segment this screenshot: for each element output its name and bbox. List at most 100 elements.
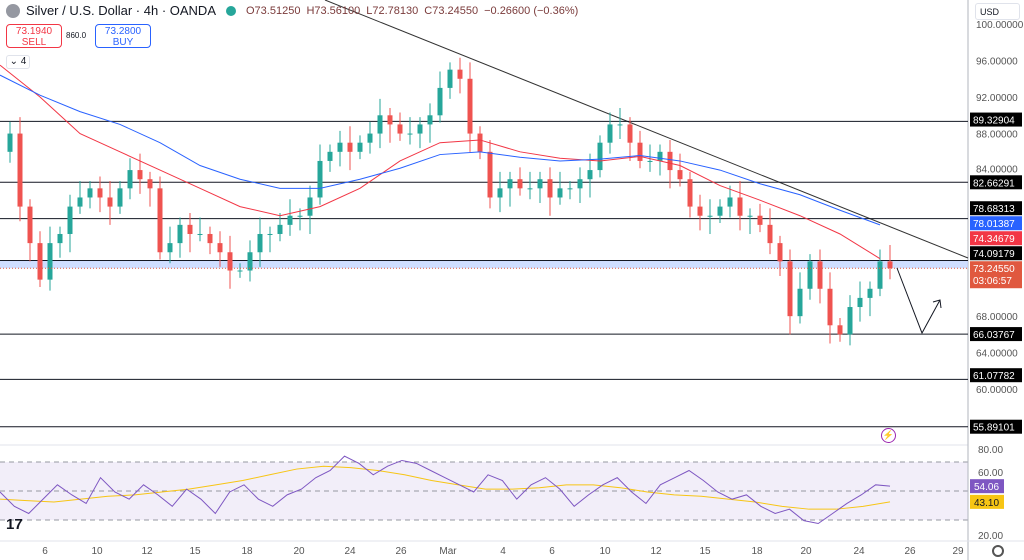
candle — [787, 261, 793, 317]
candle — [207, 233, 213, 244]
candle — [37, 243, 43, 280]
candle — [557, 188, 563, 198]
ma-slow-label-bg — [970, 216, 1022, 231]
collapse-indicators-button[interactable]: ⌄ 4 — [6, 55, 30, 69]
time-tick: Mar — [439, 546, 457, 557]
candle — [317, 160, 323, 198]
candle — [777, 243, 783, 262]
settings-icon[interactable] — [992, 545, 1004, 557]
candle — [527, 188, 533, 190]
candle — [217, 243, 223, 253]
candle — [307, 197, 313, 216]
candle — [767, 224, 773, 244]
candle — [867, 288, 873, 298]
rsi-tick: 20.00 — [978, 531, 1003, 542]
candle — [797, 288, 803, 317]
candle — [387, 115, 393, 125]
time-tick: 12 — [650, 546, 662, 557]
candle — [677, 170, 683, 180]
symbol-title[interactable]: Silver / U.S. Dollar · 4h · OANDA — [26, 3, 216, 18]
candle — [507, 179, 513, 189]
tradingview-logo-icon: 17 — [6, 516, 23, 533]
ma-fast-label: 74.34679 — [973, 234, 1015, 245]
candle — [447, 69, 453, 88]
time-tick: 6 — [549, 546, 555, 557]
candle — [117, 188, 123, 207]
sell-label: SELL — [21, 37, 47, 48]
candle — [417, 124, 423, 134]
level-label: 66.03767 — [973, 330, 1015, 341]
level-label-bg — [970, 112, 1022, 127]
sell-button[interactable]: 73.1940 SELL — [6, 24, 62, 48]
support-zone — [0, 260, 968, 269]
candle — [287, 215, 293, 225]
ma-slow-label: 78.01387 — [973, 219, 1015, 230]
level-label: 78.68313 — [973, 204, 1015, 215]
candle — [127, 170, 133, 189]
buy-button[interactable]: 73.2800 BUY — [95, 24, 151, 48]
price-tick: 96.00000 — [976, 57, 1018, 68]
candle — [267, 233, 273, 235]
buy-label: BUY — [112, 37, 134, 48]
candle — [407, 133, 413, 135]
currency-select[interactable]: USD — [975, 3, 1020, 20]
candle — [537, 179, 543, 189]
candle — [877, 261, 883, 289]
rsi-tick: 80.00 — [978, 445, 1003, 456]
candle — [397, 124, 403, 134]
candle — [47, 243, 53, 280]
candle — [757, 215, 763, 225]
countdown-label: 03:06:57 — [973, 276, 1012, 287]
rsi-ma-value: 43.10 — [974, 498, 999, 509]
candle — [697, 206, 703, 216]
candle — [667, 151, 673, 171]
ohlc-high: H73.56100 — [306, 4, 361, 17]
candle — [337, 142, 343, 152]
candle — [147, 179, 153, 189]
ohlc-open: O73.51250 — [246, 4, 301, 17]
rsi-ma-value-bg — [970, 494, 1004, 509]
currency-label: USD — [980, 7, 1000, 17]
candle — [277, 224, 283, 234]
sell-price: 73.1940 — [15, 26, 53, 37]
candle — [27, 206, 33, 244]
candle — [727, 197, 733, 207]
last-price-bg — [970, 261, 1022, 289]
rsi-band — [0, 462, 968, 520]
candle — [107, 197, 113, 207]
candle — [547, 179, 553, 198]
candle — [247, 252, 253, 271]
market-open-icon — [226, 5, 236, 16]
time-tick: 15 — [189, 546, 201, 557]
spread: 860.0 — [66, 31, 87, 40]
level-label-bg — [970, 246, 1022, 261]
candle — [17, 133, 23, 207]
candle — [497, 188, 503, 198]
candle — [487, 151, 493, 198]
time-tick: 26 — [395, 546, 407, 557]
rsi-line — [0, 455, 891, 525]
time-tick: 6 — [42, 546, 48, 557]
candle — [807, 261, 813, 289]
candle — [737, 197, 743, 216]
candle — [837, 325, 843, 335]
candle — [157, 188, 163, 253]
rsi-value-bg — [970, 479, 1004, 494]
time-tick: 20 — [293, 546, 305, 557]
candle — [427, 115, 433, 125]
candle — [887, 261, 893, 269]
ohlc-low: L72.78130 — [366, 4, 419, 17]
time-tick: 18 — [241, 546, 253, 557]
time-tick: 4 — [500, 546, 506, 557]
lightning-icon[interactable]: ⚡ — [881, 428, 896, 443]
candle — [467, 78, 473, 134]
symbol-header: Silver / U.S. Dollar · 4h · OANDA O73.51… — [6, 3, 578, 18]
candle — [627, 124, 633, 143]
candle — [177, 224, 183, 244]
price-tick: 92.00000 — [976, 93, 1018, 104]
level-label: 89.32904 — [973, 116, 1015, 127]
indicator-count: 4 — [20, 56, 27, 67]
candle — [827, 288, 833, 326]
candle — [747, 215, 753, 217]
